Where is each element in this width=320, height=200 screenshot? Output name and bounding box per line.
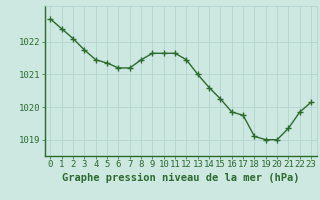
X-axis label: Graphe pression niveau de la mer (hPa): Graphe pression niveau de la mer (hPa) [62, 173, 300, 183]
